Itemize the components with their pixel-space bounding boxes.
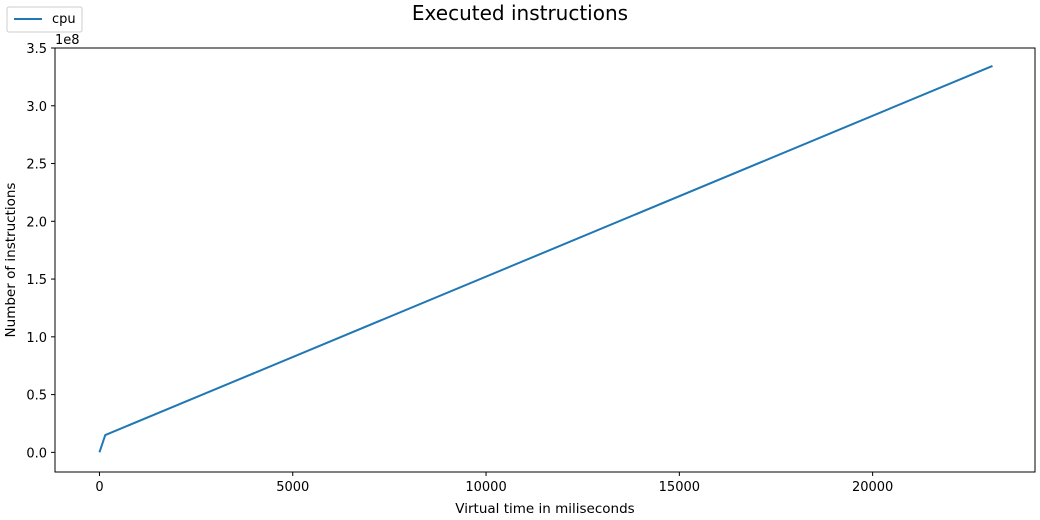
y-tick-label: 3.0	[26, 100, 47, 115]
y-tick-label: 3.5	[26, 42, 47, 57]
x-axis-label: Virtual time in miliseconds	[455, 501, 634, 517]
x-tick-label: 20000	[852, 480, 893, 495]
x-tick-label: 0	[95, 480, 103, 495]
y-tick-label: 2.0	[26, 215, 47, 230]
y-offset-text: 1e8	[55, 33, 80, 48]
plot-area-frame	[54, 47, 1036, 473]
x-tick-label: 10000	[465, 480, 506, 495]
series-line-cpu	[98, 64, 993, 453]
series-layer	[98, 64, 993, 453]
x-tick-label: 5000	[276, 480, 309, 495]
x-axis-ticks: 0 5000 10000 15000 20000	[95, 472, 893, 495]
y-tick-label: 0.0	[26, 446, 47, 461]
y-tick-label: 1.0	[26, 331, 47, 346]
legend-label-cpu: cpu	[52, 12, 76, 27]
chart-title: Executed instructions	[412, 1, 628, 25]
y-axis-label: Number of instructions	[3, 183, 19, 338]
x-tick-label: 15000	[659, 480, 700, 495]
y-axis-ticks: 0.0 0.5 1.0 1.5 2.0 2.5 3.0 3.5	[26, 42, 55, 461]
y-tick-label: 1.5	[26, 273, 47, 288]
legend: cpu	[6, 6, 83, 33]
y-tick-label: 2.5	[26, 158, 47, 173]
y-tick-label: 0.5	[26, 389, 47, 404]
legend-box	[6, 6, 83, 33]
